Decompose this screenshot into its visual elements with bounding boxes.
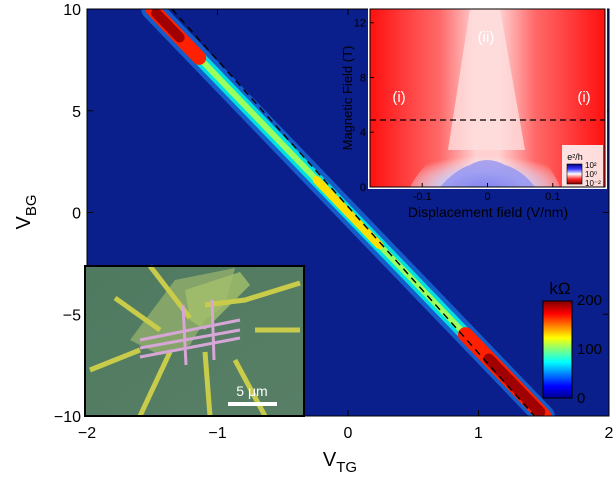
- inset-colorbar-tick-label: 10²: [585, 161, 597, 170]
- x-tick-label: −2: [78, 425, 96, 442]
- inset-y-tick-label: 4: [360, 127, 366, 139]
- inset-colorbar-tick-label: 10⁻²: [585, 179, 601, 188]
- region-label: (i): [392, 89, 405, 106]
- photo-frame: [84, 265, 305, 417]
- resistance-ridge: [141, 9, 555, 416]
- y-tick-label: 0: [72, 206, 81, 223]
- inset-x-axis-ticks: -0.1 0 0.1: [413, 183, 560, 203]
- x-tick-label: 2: [605, 425, 614, 442]
- y-tick-label: 10: [63, 2, 81, 19]
- y-tick-label: 5: [72, 104, 81, 121]
- inset-central-wedge: [448, 9, 525, 150]
- inset-x-tick-label: 0.1: [545, 191, 560, 203]
- ridge-hot-segment: [483, 353, 546, 416]
- device-photo-inset: 5 μm: [84, 264, 305, 418]
- inset-y-axis-label: Magnetic Field (T): [340, 46, 355, 151]
- x-tick-label: 0: [344, 425, 353, 442]
- y-tick-label: −10: [54, 409, 81, 426]
- scalebar: [228, 402, 277, 406]
- inset-colorbar-tick-label: 10⁰: [585, 170, 597, 179]
- inset-x-axis-label: Displacement field (V/nm): [408, 204, 568, 220]
- region-label: (i): [577, 89, 590, 106]
- colorbar-gradient: [542, 300, 573, 399]
- x-tick-label: 1: [474, 425, 483, 442]
- inset-colorbar-gradient: [566, 163, 583, 185]
- scalebar-label: 5 μm: [236, 383, 267, 399]
- colorbar-tick-label: 0: [577, 390, 585, 407]
- x-axis-ticks: −2 −1 0 1 2: [78, 9, 614, 442]
- inset-colorbar-unit: e²/h: [567, 152, 583, 162]
- inset-y-tick-label: 12: [354, 18, 366, 30]
- inset-y-axis-ticks: 0 4 8 12: [354, 18, 374, 194]
- inset-y-tick-label: 0: [360, 182, 366, 194]
- colorbar-unit: kΩ: [549, 279, 570, 298]
- ridge-hot-segment: [151, 9, 185, 43]
- main-colorbar: kΩ 200 100 0: [542, 279, 602, 407]
- contact-lines: [139, 299, 241, 366]
- y-tick-label: −5: [63, 307, 81, 324]
- ridge-hot-segment: [312, 175, 384, 250]
- dashed-guide-line: [171, 8, 536, 417]
- inset-x-tick-label: 0: [484, 191, 490, 203]
- y-axis-label: VBG: [13, 194, 40, 229]
- region-label: (ii): [478, 29, 495, 46]
- x-tick-label: −1: [208, 425, 226, 442]
- colorbar-tick-label: 200: [577, 292, 602, 309]
- inset-blue-core: [440, 160, 535, 187]
- x-axis-label: VTG: [323, 449, 357, 476]
- field-inset: (i) (ii) (i) e²/h 10² 10⁰ 10⁻² -0.1 0 0.1 …: [340, 7, 607, 220]
- y-axis-ticks: 10 5 0 −5 −10: [54, 2, 609, 426]
- inset-y-tick-label: 8: [360, 72, 366, 84]
- inset-x-tick-label: -0.1: [413, 191, 432, 203]
- colorbar-tick-label: 100: [577, 341, 602, 358]
